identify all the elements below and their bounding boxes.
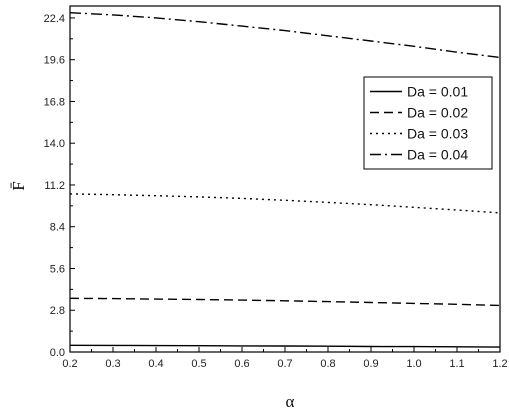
y-tick-label: 14.0	[44, 138, 65, 150]
legend: Da = 0.01 Da = 0.02 Da = 0.03 Da = 0.04	[363, 76, 493, 170]
x-tick-label: 1.2	[492, 358, 507, 370]
y-tick-label: 0.0	[50, 347, 65, 359]
x-tick-label: 0.9	[363, 358, 378, 370]
y-axis: 0.0 2.8 5.6 8.4 11.2 14.0 16.8 19.6 22.4	[44, 13, 75, 359]
y-tick-label: 22.4	[44, 13, 65, 25]
x-tick-label: 1.0	[406, 358, 421, 370]
y-tick-label: 2.8	[50, 305, 65, 317]
series-line-1	[69, 344, 501, 348]
y-tick-label: 11.2	[44, 180, 65, 192]
x-tick-label: 0.2	[62, 358, 77, 370]
y-axis-label: F̄	[9, 181, 28, 190]
x-tick-label: 0.6	[234, 358, 249, 370]
series-line-3	[69, 193, 501, 214]
x-tick-label: 1.1	[449, 358, 464, 370]
y-tick-label: 5.6	[50, 263, 65, 275]
y-tick-label: 16.8	[44, 96, 65, 108]
x-tick-label: 0.5	[191, 358, 206, 370]
y-tick-label: 8.4	[50, 222, 65, 234]
x-axis-label: α	[286, 392, 295, 411]
series-line-4	[69, 12, 501, 59]
legend-label-4: Da = 0.04	[407, 147, 468, 163]
legend-label-3: Da = 0.03	[407, 126, 468, 142]
x-tick-label: 0.4	[148, 358, 163, 370]
y-tick-label: 19.6	[44, 55, 65, 67]
x-tick-label: 0.7	[277, 358, 292, 370]
legend-box	[363, 76, 493, 170]
x-tick-label: 0.8	[320, 358, 335, 370]
series-layer	[69, 12, 501, 348]
series-line-2	[69, 297, 501, 307]
legend-label-2: Da = 0.02	[407, 105, 468, 121]
x-axis: 0.2 0.3 0.4 0.5 0.6 0.7 0.8 0.9 1.0 1.1 1.2	[62, 347, 508, 370]
x-tick-label: 0.3	[105, 358, 120, 370]
legend-label-1: Da = 0.01	[407, 84, 468, 100]
